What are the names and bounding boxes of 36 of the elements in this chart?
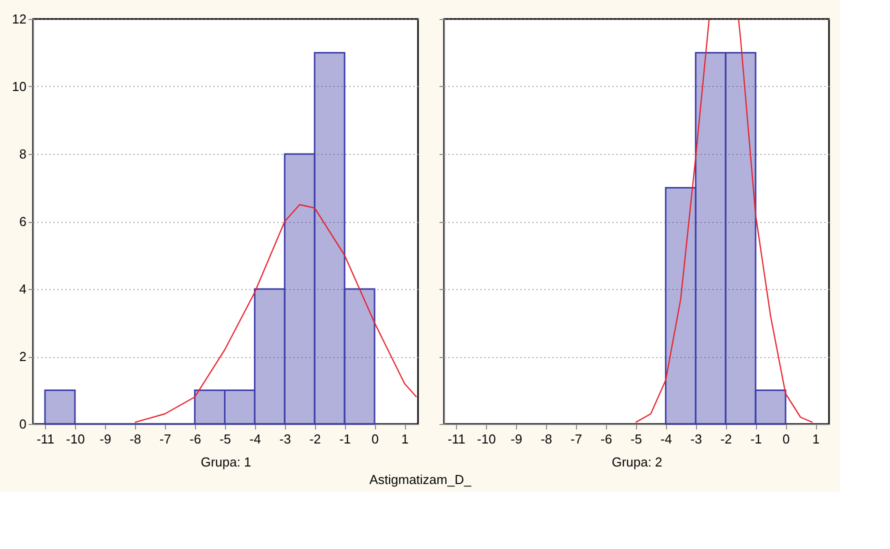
x-tick-label: -1: [339, 432, 351, 446]
x-tick-label: -7: [570, 432, 582, 446]
x-tick-label: -3: [690, 432, 702, 446]
text: Astigmatizam_D_: [369, 472, 472, 487]
x-tick-label: -1: [750, 432, 762, 446]
x-tick-label: -8: [130, 432, 142, 446]
x-tick-label: -2: [720, 432, 732, 446]
x-tick-label: 1: [401, 432, 409, 446]
x-tick-label: -2: [309, 432, 321, 446]
x-axis-title: Grupa: 2: [612, 454, 662, 470]
y-tick-label: 6: [19, 214, 26, 229]
x-axis-title: Grupa: 1: [200, 454, 252, 470]
y-tick-label: 2: [19, 349, 26, 364]
x-tick-label: -3: [279, 432, 291, 446]
x-tick-label: 1: [812, 432, 820, 446]
x-tick-label: -9: [510, 432, 522, 446]
y-tick-label: 0: [19, 416, 26, 432]
x-tick-label: -5: [630, 432, 642, 446]
y-tick-label: 12: [12, 12, 26, 26]
y-tick-label: 10: [12, 79, 26, 94]
x-tick-label: -10: [66, 432, 85, 446]
x-tick-label: -4: [660, 432, 672, 446]
x-tick-label: -11: [36, 432, 54, 446]
x-tick-label: -8: [540, 432, 552, 446]
x-tick-label: -7: [160, 432, 172, 446]
y-tick-label: 8: [19, 146, 26, 162]
x-tick-label: 0: [371, 432, 379, 446]
y-tick-label: 4: [19, 282, 26, 296]
x-tick-label: -5: [219, 432, 232, 446]
x-tick-label: 0: [782, 432, 790, 446]
x-tick-label: -11: [448, 432, 466, 446]
x-tick-label: -9: [100, 432, 112, 446]
x-tick-label: -6: [190, 432, 202, 446]
x-tick-label: -10: [477, 432, 496, 446]
x-tick-label: -6: [600, 432, 612, 446]
x-tick-label: -4: [249, 432, 261, 446]
